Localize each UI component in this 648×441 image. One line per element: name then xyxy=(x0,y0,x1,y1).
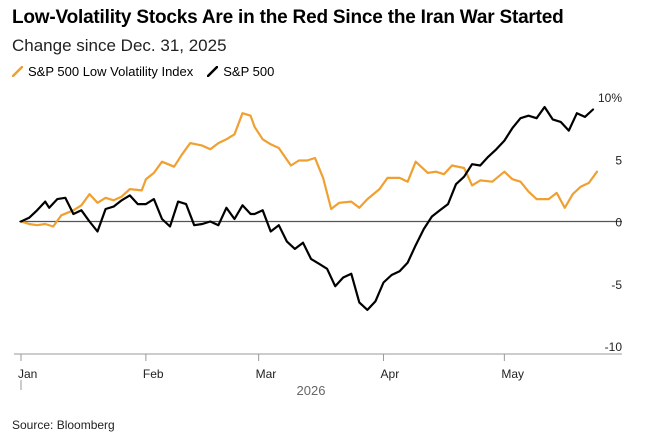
y-tick-label: 5 xyxy=(615,153,622,167)
x-tick-label: Feb xyxy=(143,367,164,381)
y-tick-label: -10 xyxy=(605,340,623,354)
chart-subtitle: Change since Dec. 31, 2025 xyxy=(12,36,227,55)
legend-item-sp500: S&P 500 xyxy=(207,64,274,79)
legend-swatch-sp500 xyxy=(207,66,219,77)
chart-title: Low-Volatility Stocks Are in the Red Sin… xyxy=(12,7,564,28)
series-line-sp500 xyxy=(19,105,595,311)
x-tick-label: Apr xyxy=(381,367,400,381)
x-tick-label: May xyxy=(501,367,524,381)
y-tick-label: -5 xyxy=(611,278,622,292)
legend-label-sp500: S&P 500 xyxy=(223,64,275,79)
y-tick-label: 0 xyxy=(615,216,622,230)
source-note: Source: Bloomberg xyxy=(12,418,115,432)
legend-label-low-volatility: S&P 500 Low Volatility Index xyxy=(28,64,194,79)
series-line-low-volatility xyxy=(19,112,599,228)
legend-swatch-low-volatility xyxy=(12,66,23,77)
legend-item-low-volatility: S&P 500 Low Volatility Index xyxy=(12,64,193,79)
x-tick-label: Jan xyxy=(18,367,37,381)
x-tick-label: Mar xyxy=(256,367,277,381)
legend: S&P 500 Low Volatility Index S&P 500 xyxy=(12,64,288,79)
y-tick-label: 10% xyxy=(598,91,622,105)
x-axis-year-label: 2026 xyxy=(297,383,326,398)
